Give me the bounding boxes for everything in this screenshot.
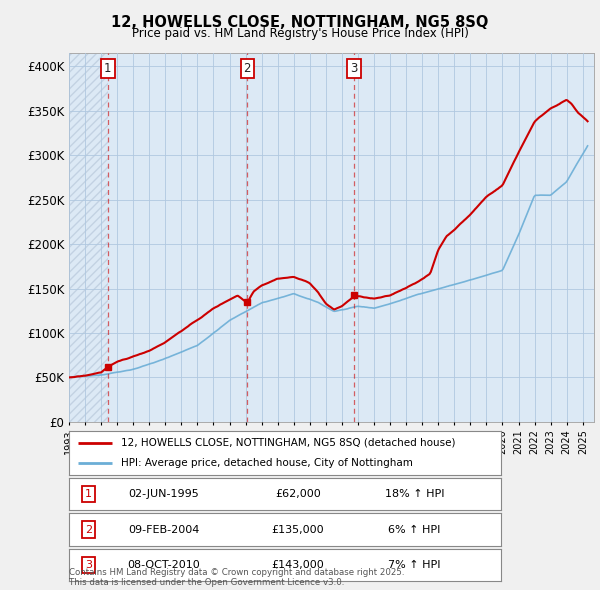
Text: £143,000: £143,000	[272, 560, 325, 570]
Text: 3: 3	[85, 560, 92, 570]
Bar	[69, 53, 107, 422]
Text: 3: 3	[350, 63, 358, 76]
Text: 2: 2	[85, 525, 92, 535]
Text: £135,000: £135,000	[272, 525, 324, 535]
Text: 12, HOWELLS CLOSE, NOTTINGHAM, NG5 8SQ (detached house): 12, HOWELLS CLOSE, NOTTINGHAM, NG5 8SQ (…	[121, 438, 455, 448]
Text: 6% ↑ HPI: 6% ↑ HPI	[388, 525, 441, 535]
Text: Contains HM Land Registry data © Crown copyright and database right 2025.
This d: Contains HM Land Registry data © Crown c…	[69, 568, 404, 587]
Text: HPI: Average price, detached house, City of Nottingham: HPI: Average price, detached house, City…	[121, 458, 413, 468]
Text: 18% ↑ HPI: 18% ↑ HPI	[385, 489, 445, 499]
Text: 1: 1	[104, 63, 112, 76]
Text: Price paid vs. HM Land Registry's House Price Index (HPI): Price paid vs. HM Land Registry's House …	[131, 27, 469, 40]
Text: £62,000: £62,000	[275, 489, 321, 499]
Text: 12, HOWELLS CLOSE, NOTTINGHAM, NG5 8SQ: 12, HOWELLS CLOSE, NOTTINGHAM, NG5 8SQ	[112, 15, 488, 30]
Text: 2: 2	[244, 63, 251, 76]
Text: 08-OCT-2010: 08-OCT-2010	[128, 560, 200, 570]
Text: 1: 1	[85, 489, 92, 499]
Text: 02-JUN-1995: 02-JUN-1995	[128, 489, 199, 499]
Text: 09-FEB-2004: 09-FEB-2004	[128, 525, 200, 535]
Text: 7% ↑ HPI: 7% ↑ HPI	[388, 560, 441, 570]
